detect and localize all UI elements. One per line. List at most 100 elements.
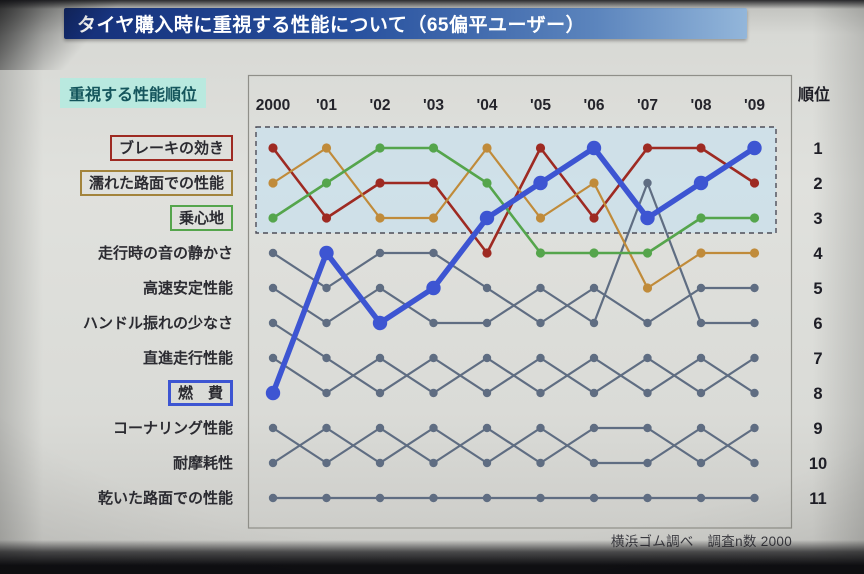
chart-frame	[247, 74, 793, 529]
rank-axis-value: 4	[813, 245, 823, 263]
series-point	[268, 318, 278, 328]
series-point	[268, 178, 278, 188]
series-point	[265, 385, 281, 401]
series-point	[482, 143, 492, 153]
series-point	[589, 213, 599, 223]
series-point	[268, 423, 278, 433]
series-point	[750, 388, 759, 398]
series-point	[319, 245, 334, 261]
rank-axis-value: 7	[813, 350, 822, 368]
series-point	[482, 353, 492, 363]
series-point	[268, 283, 278, 293]
series-point	[696, 318, 706, 328]
series-line-4	[271, 251, 756, 325]
rank-chart: 2000 '01 '02 '03 '04 '05 '06 '07 '08 '09 順位 1 2 3 4 5 6 7…	[247, 74, 830, 529]
series-point	[321, 143, 332, 153]
rank-axis-value: 11	[809, 490, 826, 508]
series-point	[696, 143, 706, 153]
rank-axis-value: 10	[809, 455, 827, 473]
legend-item-5: 高速安定性能	[142, 279, 233, 297]
series-point	[429, 388, 438, 398]
series-point	[643, 178, 652, 188]
x-axis-label: '06	[584, 97, 605, 114]
series-point	[482, 283, 492, 293]
series-point	[589, 178, 599, 188]
series-point	[428, 178, 439, 188]
legend-item-7: 直進走行性能	[142, 349, 233, 367]
series-point	[696, 248, 706, 258]
legend-item-6: ハンドル振れの少なさ	[82, 314, 233, 332]
legend-item-11: 乾いた路面での性能	[97, 489, 233, 507]
series-point	[375, 283, 385, 293]
series-point	[428, 143, 439, 153]
series-point	[643, 353, 652, 363]
series-point	[696, 388, 706, 398]
series-point	[643, 318, 652, 328]
series-line-2	[271, 146, 756, 290]
series-point	[482, 423, 492, 433]
series-point	[375, 178, 385, 188]
series-point	[589, 248, 599, 258]
rank-axis-value: 8	[813, 385, 822, 403]
series-point	[535, 248, 546, 258]
slide-title-bar: タイヤ購入時に重視する性能について（65偏平ユーザー）	[64, 8, 747, 39]
series-line-5	[271, 181, 756, 325]
series-point	[696, 213, 706, 223]
series-point	[589, 388, 599, 398]
legend-item-10: 耐摩耗性	[172, 454, 233, 472]
x-axis-label: '04	[477, 97, 498, 114]
series-point	[642, 283, 653, 293]
series-line-10	[271, 426, 756, 465]
series-point	[536, 493, 545, 503]
series-line-8	[270, 145, 758, 396]
series-point	[375, 423, 385, 433]
series-point	[643, 388, 652, 398]
series-line-7	[271, 356, 756, 395]
series-point	[375, 493, 385, 503]
series-point	[640, 210, 655, 226]
series-point	[696, 353, 706, 363]
series-point	[589, 493, 599, 503]
series-point	[482, 248, 492, 258]
series-point	[696, 458, 706, 468]
series-point	[589, 423, 599, 433]
series-point	[375, 213, 385, 223]
top3-highlight-band	[255, 126, 777, 234]
series-point	[589, 318, 599, 328]
series-point	[482, 388, 492, 398]
series-point	[643, 458, 652, 468]
rank-axis-value: 5	[813, 280, 822, 298]
x-axis-label: 2000	[256, 97, 290, 114]
series-point	[375, 388, 385, 398]
x-axis-label: '02	[370, 97, 391, 114]
legend-item-4: 走行時の音の静かさ	[97, 244, 233, 262]
series-point	[268, 143, 278, 153]
series-point	[750, 318, 759, 328]
x-axis-label: '01	[316, 97, 337, 114]
legend-item-8: 燃 費	[167, 380, 233, 406]
x-axis-label: '08	[691, 97, 712, 114]
series-point	[482, 318, 492, 328]
series-point	[429, 318, 438, 328]
series-point	[750, 353, 759, 363]
series-point	[372, 315, 388, 331]
series-point	[268, 493, 278, 503]
rank-axis-value: 1	[813, 140, 822, 158]
series-point	[536, 283, 545, 293]
series-point	[693, 175, 709, 191]
series-point	[375, 248, 385, 258]
series-point	[643, 493, 652, 503]
x-axis-label: '03	[423, 97, 444, 114]
series-point	[375, 458, 385, 468]
series-point	[375, 353, 385, 363]
legend-item-2: 濡れた路面での性能	[79, 170, 233, 196]
series-point	[696, 283, 706, 293]
series-point	[429, 493, 438, 503]
series-point	[747, 140, 762, 156]
series-point	[268, 353, 278, 363]
series-point	[429, 248, 438, 258]
series-point	[375, 143, 385, 153]
series-point	[536, 458, 545, 468]
legend-item-1: ブレーキの効き	[109, 135, 233, 161]
